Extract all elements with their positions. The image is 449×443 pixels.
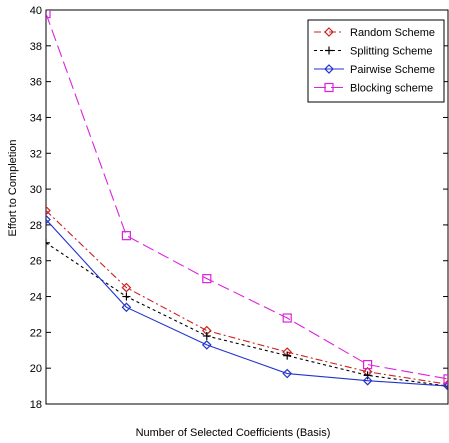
data-point (443, 381, 448, 391)
legend-marker (324, 82, 334, 93)
legend-marker (324, 27, 334, 37)
y-tick-label: 36 (30, 77, 42, 89)
y-tick-label: 38 (30, 41, 42, 53)
data-point (283, 351, 292, 360)
data-point (282, 368, 293, 379)
data-point (201, 340, 212, 350)
data-point (46, 10, 51, 19)
legend-label: Random Scheme (350, 27, 435, 39)
data-point (202, 331, 211, 340)
data-point (121, 302, 132, 313)
data-point (202, 274, 212, 284)
y-axis: 18 20 22 24 26 28 30 32 34 36 38 40 (30, 5, 448, 411)
legend-marker (324, 64, 334, 74)
series-line (46, 219, 448, 387)
data-point (122, 292, 131, 301)
data-point (121, 231, 132, 241)
legend-item: Random Scheme (314, 27, 435, 39)
y-tick-label: 26 (30, 256, 42, 268)
y-tick-label: 34 (30, 112, 42, 124)
series-line (46, 13, 448, 380)
data-point (46, 238, 50, 247)
legend-item: Splitting Scheme (314, 46, 433, 58)
data-point (46, 205, 51, 216)
y-tick-label: 32 (30, 148, 42, 160)
data-point (362, 375, 373, 386)
series-2 (46, 238, 448, 391)
y-tick-label: 30 (30, 184, 42, 196)
y-tick-label: 22 (30, 327, 42, 339)
x-axis-title: Number of Selected Coefficients (Basis) (136, 427, 331, 439)
data-point (363, 360, 373, 370)
data-point (121, 282, 132, 293)
data-point (282, 313, 292, 323)
legend-item: Pairwise Scheme (314, 64, 435, 76)
legend-marker (325, 46, 333, 55)
y-tick-label: 24 (30, 292, 42, 304)
legend-label: Pairwise Scheme (350, 64, 435, 76)
legend-label: Splitting Scheme (350, 46, 433, 58)
y-tick-label: 18 (30, 399, 42, 411)
legend-label: Blocking scheme (350, 83, 433, 95)
legend: Random Scheme Splitting Scheme Pairwise Sc… (307, 19, 445, 103)
legend-item: Blocking scheme (314, 83, 433, 95)
series-4 (46, 10, 448, 384)
y-tick-label: 28 (30, 220, 42, 232)
data-point (46, 214, 51, 225)
series-line (46, 210, 448, 385)
data-point (363, 371, 372, 380)
series-3 (46, 214, 448, 391)
y-axis-title: Effort to Completion (7, 139, 19, 236)
series-layer (46, 10, 448, 391)
y-tick-label: 40 (30, 5, 42, 17)
series-line (46, 242, 448, 387)
y-tick-label: 20 (30, 363, 42, 375)
data-point (443, 374, 448, 384)
